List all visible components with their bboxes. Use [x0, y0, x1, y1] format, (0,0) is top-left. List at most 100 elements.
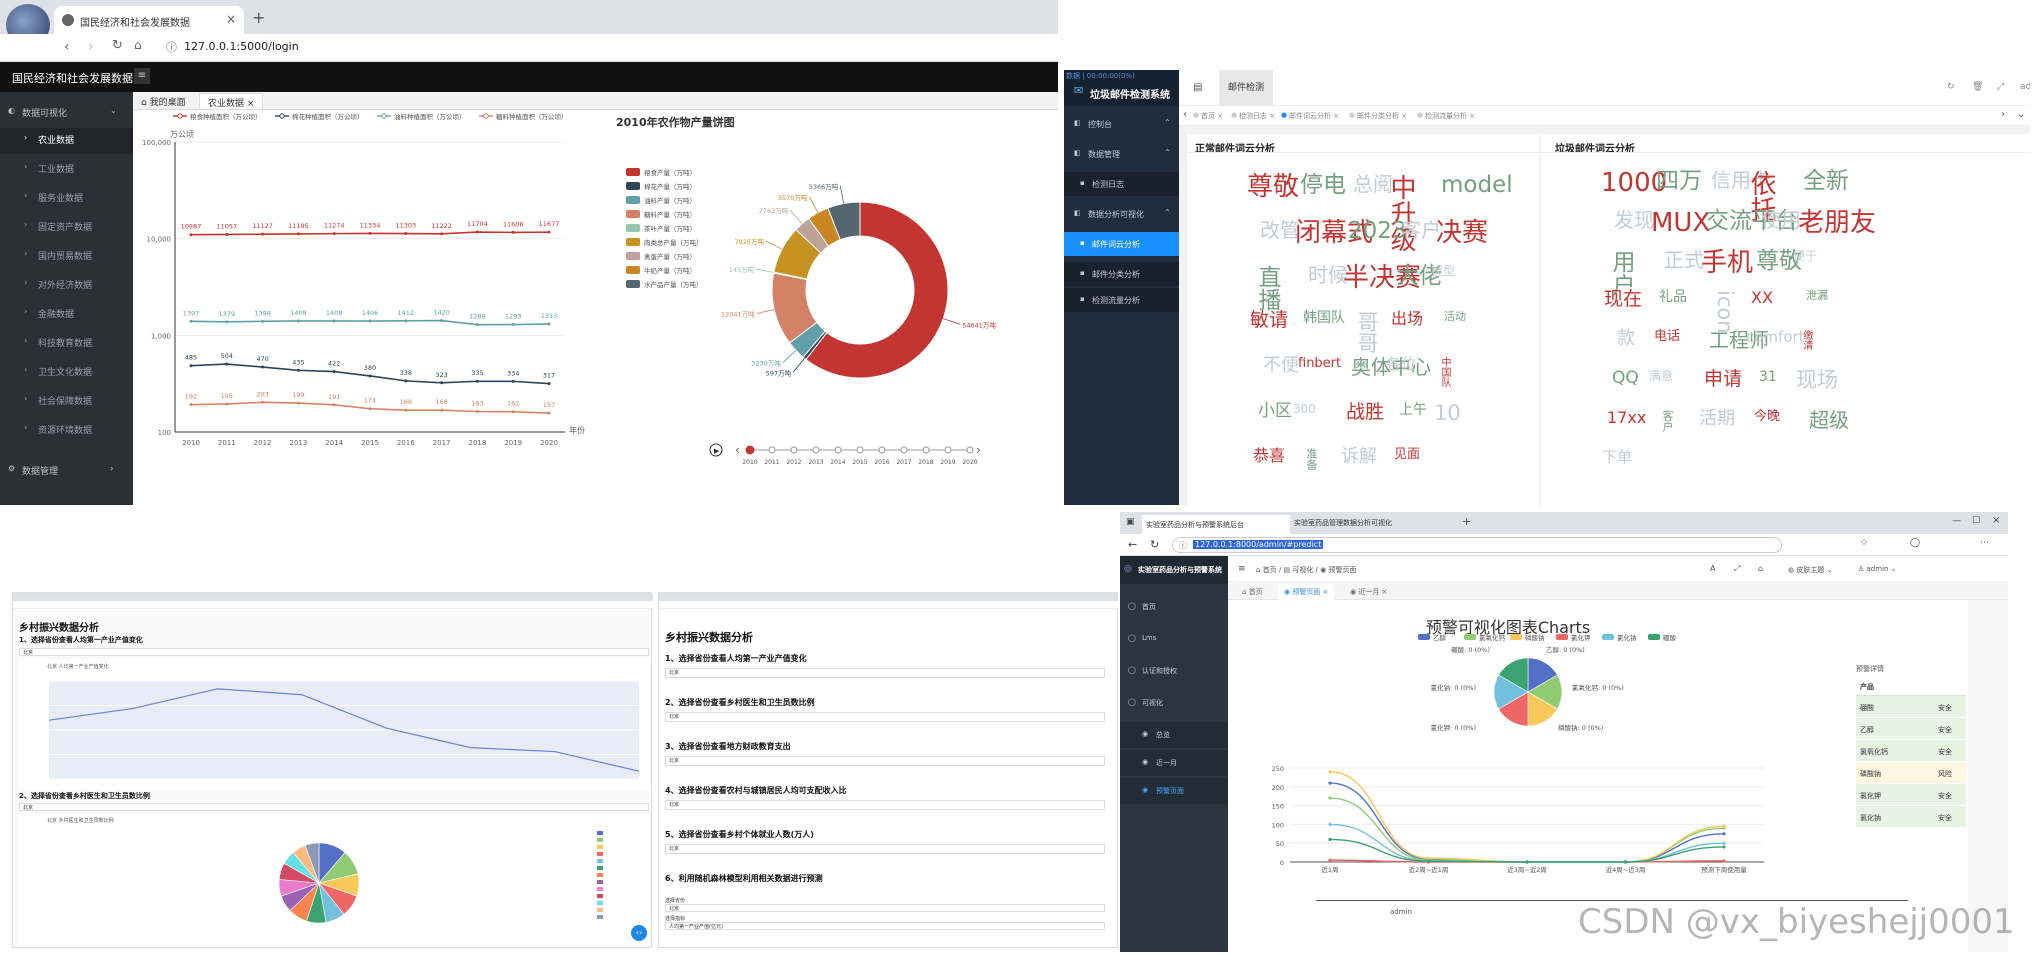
code-icon[interactable]: ‹› [631, 925, 647, 941]
home-icon[interactable]: ⌂ [134, 38, 142, 52]
predict-metric-select[interactable]: 人均第一产业产值(亿元) [665, 922, 1105, 930]
sidebar-item[interactable]: › 固定资产数据 [0, 220, 133, 233]
data-label: 422 [328, 360, 340, 368]
timeline[interactable]: ▶ ‹ › 2010 2011 2012 2013 2014 2015 2016 2017 2018 2… [709, 443, 981, 466]
province-select[interactable]: 北京 [665, 800, 1105, 810]
minimize-icon[interactable]: — [1952, 516, 1961, 526]
sidebar-item[interactable]: › 农业数据 [0, 133, 133, 146]
spam-tab[interactable]: ● 检测流量分析 × [1417, 111, 1475, 121]
spam-menu-item[interactable]: ◧ 数据分析可视化 ⌃ [1064, 202, 1179, 226]
chevron-right-icon[interactable]: › [2001, 109, 2005, 120]
browser-tab-1[interactable]: 实验室药品分析与预警系统后台 [1142, 515, 1290, 534]
tab-desktop[interactable]: ⌂ 我的桌面 [141, 95, 186, 108]
province-select-2[interactable]: 北京 [19, 803, 649, 811]
sidebar-footer-item[interactable]: ⚙ 数据管理 › [0, 464, 133, 477]
lab-page-tab[interactable]: ⌂ 首页 [1236, 584, 1269, 600]
lab-menu-item[interactable]: ◯ 可视化 [1120, 690, 1228, 716]
reload-icon[interactable]: ↻ [112, 38, 123, 53]
breadcrumb-home[interactable]: 首页 [1262, 566, 1277, 574]
browser-tab-strip: ▣ 实验室药品分析与预警系统后台 实验室药品管理数据分析可视化 + — ▢ × [1120, 512, 2008, 534]
close-icon[interactable]: × [1992, 515, 2001, 526]
spam-tab[interactable]: ● 首页 × [1193, 111, 1223, 121]
lab-menu-item[interactable]: ◉ 总览 [1120, 722, 1228, 748]
tab-agriculture[interactable]: 农业数据 × [199, 93, 264, 110]
spam-menu-item[interactable]: ▪ 检测流量分析 [1064, 288, 1179, 312]
more-icon[interactable]: ⋯ [1980, 538, 1989, 548]
tab-list-icon[interactable]: ▣ [1126, 517, 1135, 527]
font-icon[interactable]: A [1710, 564, 1716, 573]
sidebar-item[interactable]: › 服务业数据 [0, 191, 133, 204]
lab-menu-item[interactable]: ◉ 预警页面 [1120, 778, 1228, 804]
sidebar-item[interactable]: › 对外经济数据 [0, 278, 133, 291]
lab-menu-item[interactable]: ◉ 近一月 [1120, 750, 1228, 776]
maximize-icon[interactable]: ▢ [1972, 515, 1981, 525]
lab-page-tab[interactable]: ◉ 近一月 × [1344, 584, 1393, 600]
theme-button[interactable]: ◍ 皮肤主题 ⌄ [1788, 566, 1833, 574]
province-select[interactable]: 北京 [665, 712, 1105, 722]
lab-menu-item[interactable]: ◯ 认证和授权 [1120, 658, 1228, 684]
spam-menu-item[interactable]: ▪ 邮件词云分析 [1064, 232, 1179, 256]
url-field[interactable]: ⓘ 127.0.0.1:8000/admin/#predict [1172, 537, 1782, 553]
browser-tab-2[interactable]: 实验室药品管理数据分析可视化 [1294, 518, 1454, 528]
province-select[interactable]: 北京 [665, 668, 1105, 678]
province-select[interactable]: 北京 [19, 648, 649, 656]
sidebar-item[interactable]: › 国内贸易数据 [0, 249, 133, 262]
spam-tab[interactable]: ● 邮件词云分析 × [1281, 111, 1339, 121]
chevron-left-icon[interactable]: ‹ [1183, 109, 1187, 120]
province-select[interactable]: 北京 [665, 756, 1105, 766]
word: 恭喜 [1253, 446, 1286, 466]
data-point [261, 319, 265, 323]
close-icon[interactable]: × [226, 12, 237, 26]
word: 尊敬 [1756, 248, 1802, 274]
spam-menu-item[interactable]: ▪ 检测日志 [1064, 172, 1179, 196]
new-tab-icon[interactable]: + [1462, 515, 1472, 528]
lab-menu-item[interactable]: ◯ Lms [1120, 626, 1228, 652]
header-tab[interactable]: 邮件检测 [1219, 70, 1273, 106]
breadcrumb-visual[interactable]: 可视化 [1292, 566, 1314, 574]
favorite-icon[interactable]: ☆ [1860, 538, 1869, 548]
spam-tab[interactable]: ● 检测日志 × [1231, 111, 1275, 121]
url-field[interactable]: 127.0.0.1:5000/login [184, 40, 299, 53]
lab-menu-label: Lms [1142, 634, 1157, 642]
menu-icon[interactable]: ▤ [1193, 82, 1203, 93]
menu-icon[interactable]: ≡ [1238, 564, 1246, 574]
spam-tab[interactable]: ● 邮件分类分析 × [1349, 111, 1407, 121]
sidebar-item[interactable]: › 金融数据 [0, 307, 133, 320]
timeline-label: 2016 [874, 459, 889, 466]
new-tab-icon[interactable]: + [252, 8, 266, 27]
x-tick-label: 2015 [361, 439, 379, 447]
fullscreen-icon[interactable]: ⤢ [1997, 82, 2005, 92]
data-point [440, 381, 444, 385]
spam-menu-item[interactable]: ◧ 数据管理 ⌃ [1064, 142, 1179, 166]
timeline-label: 2018 [918, 459, 933, 466]
spam-menu-item[interactable]: ▪ 邮件分类分析 [1064, 262, 1179, 286]
sidebar-item[interactable]: › 卫生文化数据 [0, 365, 133, 378]
browser-tab-1-label: 实验室药品分析与预警系统后台 [1146, 521, 1244, 529]
back-icon[interactable]: ← [1128, 538, 1138, 551]
predict-province-select[interactable]: 北京 [665, 904, 1105, 912]
profile-icon[interactable]: ◯ [1910, 538, 1921, 548]
header-user[interactable]: admin [2020, 82, 2030, 92]
browser-tab[interactable]: 国民经济和社会发展数据 × [54, 6, 244, 34]
province-select[interactable]: 北京 [665, 844, 1105, 854]
word: 10 [1434, 400, 1461, 425]
fullscreen-icon[interactable]: ⤢ [1734, 564, 1741, 573]
back-icon[interactable]: ‹ [64, 39, 70, 55]
refresh-icon[interactable]: ↻ [1947, 82, 1955, 92]
lab-menu-item[interactable]: ◯ 首页 [1120, 594, 1228, 620]
sidebar-item[interactable]: › 资源环境数据 [0, 423, 133, 436]
sidebar-item[interactable]: › 工业数据 [0, 162, 133, 175]
sidebar-item[interactable]: › 社会保障数据 [0, 394, 133, 407]
spam-menu-item[interactable]: ◧ 控制台 ⌃ [1064, 112, 1179, 136]
forward-icon[interactable]: › [88, 39, 94, 55]
chevron-down-icon[interactable]: ⌄ [2017, 109, 2026, 120]
sidebar-item[interactable]: › 科技教育数据 [0, 336, 133, 349]
timeline-dot [834, 446, 842, 454]
user-menu[interactable]: ♙ admin ⌄ [1858, 565, 1897, 573]
home-icon[interactable]: ⌂ [1758, 564, 1764, 573]
lab-page-tab[interactable]: ◉ 预警页面 × [1278, 584, 1335, 600]
trash-icon[interactable]: 🗑 [1972, 82, 1984, 92]
reload-icon[interactable]: ↻ [1150, 538, 1160, 551]
menu-icon[interactable]: ≡ [134, 68, 150, 84]
sidebar-group-visualization[interactable]: ◐ 数据可视化 ⌄ [0, 106, 133, 119]
